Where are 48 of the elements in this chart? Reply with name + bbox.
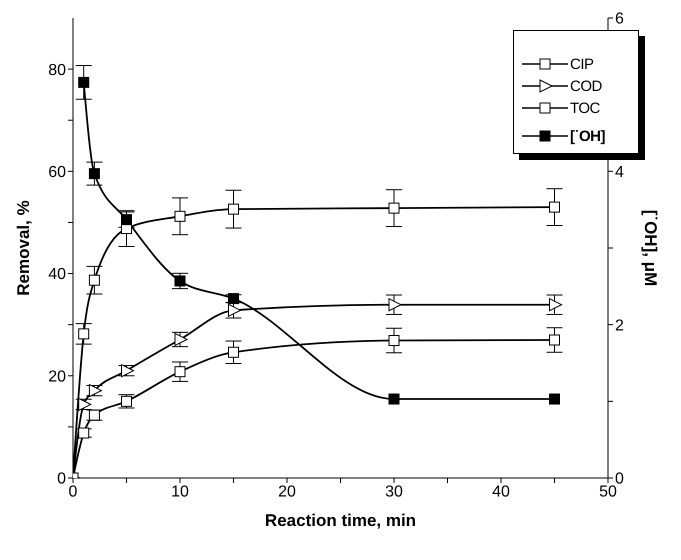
point <box>549 394 560 405</box>
point <box>228 304 241 317</box>
point <box>228 204 239 215</box>
x-tick-label: 40 <box>492 483 510 500</box>
y-tick-label: 40 <box>48 266 66 284</box>
legend-label: CIP <box>570 56 594 72</box>
y-tick-label: 80 <box>48 62 66 79</box>
y2-tick-label: 6 <box>615 10 624 28</box>
point <box>121 214 132 226</box>
y2-tick-label: 4 <box>615 164 624 182</box>
point <box>121 364 134 378</box>
point <box>88 384 102 398</box>
point <box>549 334 560 346</box>
point <box>78 328 90 340</box>
y-tick-label: 0 <box>57 470 66 488</box>
x-tick-label: 0 <box>68 483 78 500</box>
point <box>121 396 132 407</box>
y2-axis-title: [˙OH], μM <box>640 210 660 286</box>
point <box>174 210 186 222</box>
y-tick-label: 60 <box>48 164 66 182</box>
point <box>228 346 239 358</box>
x-tick-label: 50 <box>599 483 617 500</box>
y2-tick-label: 2 <box>615 317 624 334</box>
point <box>388 335 400 346</box>
legend-label: [˙OH] <box>570 128 605 144</box>
point <box>174 332 188 346</box>
point <box>88 410 100 421</box>
y-tick-label: 20 <box>48 368 66 386</box>
point <box>174 366 186 378</box>
point <box>78 428 90 439</box>
point <box>78 76 90 88</box>
point <box>388 298 402 312</box>
legend-label: COD <box>570 78 602 94</box>
y2-tick-label: 0 <box>615 470 624 488</box>
point <box>174 275 186 286</box>
y-axis-title: Removal, % <box>14 200 34 296</box>
legend-label: TOC <box>570 100 600 116</box>
point <box>88 168 100 180</box>
x-tick-label: 30 <box>385 483 403 500</box>
point <box>549 202 560 213</box>
point <box>228 293 239 304</box>
x-tick-label: 20 <box>278 483 296 500</box>
point <box>549 298 562 312</box>
point <box>388 394 400 405</box>
point <box>388 202 400 214</box>
x-tick-label: 10 <box>171 483 189 500</box>
point <box>88 274 100 286</box>
x-axis-title: Reaction time, min <box>264 511 416 530</box>
